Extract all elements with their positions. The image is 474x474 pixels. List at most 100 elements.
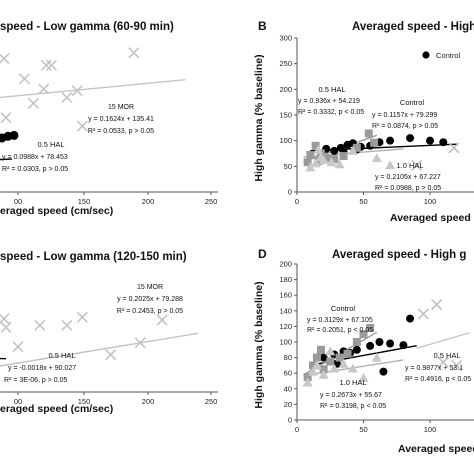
point-x — [156, 314, 168, 326]
y-tick-label: 60 — [284, 369, 292, 378]
panel-d-axes: 0 50 100 0 20 40 60 80 100 120 140 160 180 200 — [279, 260, 474, 434]
point-x-stroke — [61, 319, 73, 331]
point-triangle — [311, 360, 322, 370]
point-x — [61, 91, 73, 103]
y-tick-label: 140 — [279, 306, 292, 315]
point-x — [134, 337, 146, 349]
panel-c-axes: 00 150 200 250 — [0, 391, 218, 406]
x-tick-label: 100 — [424, 425, 437, 434]
panel-d-xlabel: Averaged speed — [398, 443, 474, 455]
point-square — [343, 349, 352, 358]
point-circle — [352, 345, 361, 354]
point-triangle — [315, 152, 326, 162]
x-tick-label: 250 — [205, 197, 218, 206]
point-x-stroke — [0, 313, 10, 324]
panel-b-annot-10hal-label: 1.0 HAL — [396, 161, 423, 170]
point-x — [71, 85, 83, 97]
point-square — [352, 143, 361, 152]
point-x — [34, 319, 46, 331]
point-x — [411, 159, 423, 171]
point-triangle — [358, 372, 369, 382]
panel-b-annot-control-label: Control — [400, 98, 425, 107]
x-tick-label: 150 — [78, 197, 91, 206]
panel-c-marks — [0, 311, 199, 367]
point-x — [0, 313, 10, 325]
point-x — [0, 321, 12, 333]
panel-b-annot-10hal-eq: y = 0.2105x + 67.227 — [375, 174, 441, 181]
panel-b-marks — [303, 129, 460, 172]
x-tick-label: 200 — [142, 197, 155, 206]
y-tick-label: 100 — [279, 136, 292, 145]
panel-b-annot-05hal-eq: y = 0.936x + 54.219 — [298, 98, 360, 105]
point-x-stroke — [411, 159, 423, 171]
panel-a-annot-hal-label: 0.5 HAL — [37, 140, 64, 149]
point-square — [306, 151, 315, 160]
panel-b-letter: B — [258, 19, 267, 33]
point-triangle — [334, 159, 345, 169]
point-triangle — [318, 369, 329, 379]
fit-line — [416, 331, 471, 349]
x-tick-label: 100 — [424, 197, 437, 206]
panel-d-annot-05hal-label: 0.5 HAL — [433, 351, 460, 360]
point-x — [45, 59, 58, 71]
panel-b-title: Averaged speed - High g — [352, 21, 474, 33]
point-x-stroke — [128, 47, 140, 59]
point-square — [359, 330, 368, 339]
point-square — [352, 338, 361, 346]
y-tick-label: 250 — [279, 59, 292, 68]
y-tick-label: 160 — [279, 291, 292, 300]
point-square — [370, 138, 379, 147]
panel-d-marks — [302, 298, 471, 387]
panel-b-annot-05hal-label: 0.5 HAL — [318, 85, 345, 94]
point-triangle — [310, 158, 321, 168]
x-tick-label: 0 — [295, 425, 299, 434]
y-tick-label: 180 — [279, 275, 292, 284]
point-triangle — [307, 366, 318, 376]
point-circle — [439, 138, 448, 147]
panel-a-annot-hal-eq: y = 0.0988x + 78.453 — [2, 154, 68, 161]
point-triangle — [325, 346, 336, 356]
point-x-stroke — [0, 321, 12, 333]
point-x-stroke — [71, 85, 83, 97]
y-tick-label: 300 — [279, 34, 292, 43]
point-square — [322, 154, 331, 163]
point-x-stroke — [18, 73, 30, 85]
point-x-stroke — [76, 311, 88, 323]
panel-b-xlabel: Averaged speed ( — [390, 212, 474, 224]
panel-b-legend-label: Control — [436, 51, 461, 60]
point-triangle — [326, 157, 337, 167]
point-square — [312, 353, 321, 362]
point-x — [0, 53, 10, 65]
point-square — [319, 365, 328, 374]
panel-c-title: speed - Low gamma (120-150 min) — [0, 251, 187, 263]
point-x — [61, 319, 73, 331]
panel-d-annot-05hal-r2: R² = 0.4916, p < 0.05 — [405, 376, 471, 383]
y-tick-label: 80 — [284, 353, 292, 362]
point-square — [366, 323, 375, 332]
point-x-stroke — [451, 359, 463, 371]
panel-a-annot-mor-eq: y = 0.1624x + 135.41 — [88, 116, 154, 123]
point-circle — [375, 338, 384, 346]
point-x-stroke — [0, 112, 12, 124]
panel-d: D Averaged speed - High g High gamma (% … — [253, 247, 474, 455]
point-x — [417, 308, 429, 320]
point-x — [448, 142, 460, 154]
x-tick-label: 00 — [14, 397, 22, 406]
point-square — [326, 357, 335, 366]
point-x-stroke — [105, 349, 117, 361]
panel-c-annot-hal-eq: y = -0.0018x + 90.027 — [8, 365, 76, 372]
panel-c-annot-hal-label: 0.5 HAL — [48, 351, 75, 360]
point-square — [335, 353, 344, 362]
panel-a-annot-mor-label: 15 MOR — [108, 104, 134, 111]
point-square — [303, 373, 312, 382]
panel-d-annot-control-r2: R² = 0.2051, p < 0.05 — [307, 327, 373, 334]
panel-c-annot-hal-r2: R² = 3E-06, p > 0.05 — [4, 377, 68, 384]
panel-a-marks — [0, 47, 186, 161]
y-tick-label: 0 — [288, 188, 292, 197]
panel-d-title: Averaged speed - High g — [332, 249, 466, 261]
panel-a-title: speed - Low gamma (60-90 min) — [0, 21, 174, 33]
point-triangle — [347, 145, 358, 155]
point-x — [76, 120, 88, 132]
panel-a-xlabel: eraged speed (cm/sec) — [0, 205, 113, 217]
